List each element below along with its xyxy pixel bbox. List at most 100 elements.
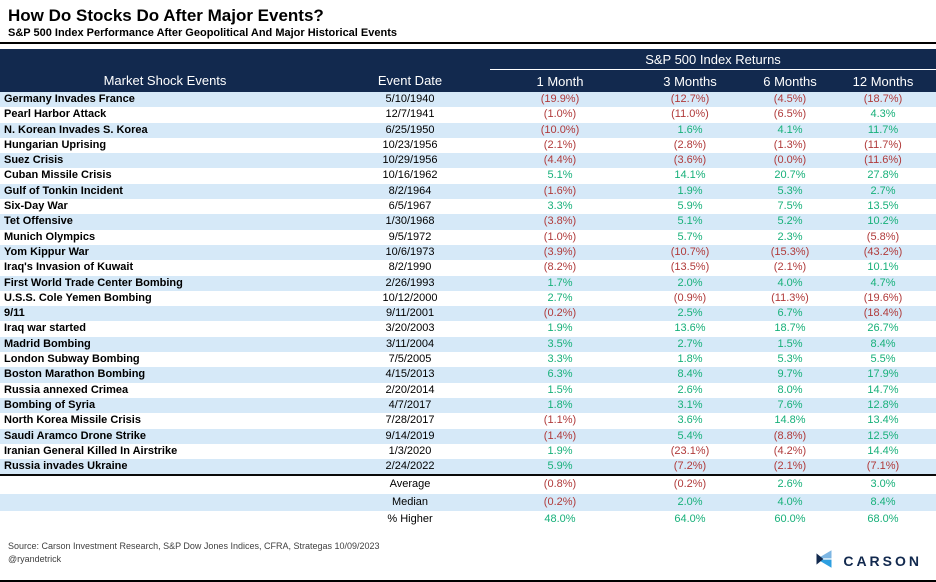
table-row: Germany Invades France 5/10/1940 (19.9%) (1… [0,92,936,108]
date-cell: 7/5/2005 [388,353,432,366]
return-cell: 5.3% [777,353,803,366]
summary-row: Median (0.2%) 2.0% 4.0% 8.4% [0,493,936,512]
table-row: 9/11 9/11/2001 (0.2%) 2.5% 6.7% (18.4%) [0,306,936,322]
event-cell: First World Trade Center Bombing [4,276,183,289]
return-cell: 7.5% [777,200,803,213]
return-cell: 3.3% [547,200,573,213]
return-cell: (19.9%) [540,93,580,105]
table-row: Saudi Aramco Drone Strike 9/14/2019 (1.4%)… [0,428,936,444]
return-cell: (11.7%) [864,138,902,151]
return-cell: 10.2% [867,215,899,228]
return-cell: 2.3% [777,230,803,243]
return-cell: 5.9% [547,460,573,473]
column-header-date: Event Date [330,69,490,92]
return-cell: (2.8%) [673,138,707,151]
table-row: Bombing of Syria 4/7/2017 1.8% 3.1% 7.6% 12.8… [0,397,936,414]
event-cell: Saudi Aramco Drone Strike [4,429,147,442]
return-cell: 2.7% [677,337,703,350]
event-cell: Iraq's Invasion of Kuwait [4,261,134,274]
return-cell: 6.7% [777,307,803,320]
return-cell: 6.3% [547,368,573,381]
carson-logo-icon [814,549,834,574]
column-header-6-months: 6 Months [750,69,830,92]
return-cell: (11.6%) [864,154,902,167]
return-cell: 3.1% [677,398,703,411]
date-cell: 2/20/2014 [385,383,435,396]
date-cell: 10/12/2000 [382,291,438,304]
event-cell: North Korea Missile Crisis [4,414,141,427]
table-row: Russia invades Ukraine 2/24/2022 5.9% (7.2%… [0,459,936,476]
column-header-12-months: 12 Months [830,69,936,92]
return-cell: (11.0%) [671,108,709,121]
table-row: Gulf of Tonkin Incident 8/2/1964 (1.6%) 1.9… [0,183,936,200]
return-cell: 14.7% [867,383,899,396]
return-cell: (3.9%) [543,245,577,258]
summary-row: % Higher 48.0% 64.0% 60.0% 68.0% [0,511,936,529]
event-cell: Iranian General Killed In Airstrike [4,444,178,457]
event-cell: Munich Olympics [4,230,96,243]
return-cell: 13.4% [867,414,899,427]
date-cell: 2/24/2022 [385,460,435,473]
table-row: First World Trade Center Bombing 2/26/199… [0,275,936,291]
summary-return-cell: 48.0% [544,513,576,526]
event-cell: Russia annexed Crimea [4,383,129,396]
event-cell: Russia invades Ukraine [4,460,128,473]
carson-logo-text: CARSON [843,553,922,570]
return-cell: 1.5% [777,337,803,350]
summary-return-cell: (0.2%) [543,495,577,508]
return-cell: (1.4%) [543,429,577,442]
return-cell: 2.7% [547,291,573,304]
date-cell: 6/5/1967 [388,200,432,213]
return-cell: 4.0% [777,276,803,289]
event-cell: Cuban Missile Crisis [4,169,112,182]
summary-return-cell: 60.0% [774,513,806,526]
return-cell: 8.4% [870,337,896,350]
event-cell: Suez Crisis [4,154,64,167]
return-cell: (1.0%) [543,108,577,121]
table-row: Tet Offensive 1/30/1968 (3.8%) 5.1% 5.2% 10.2… [0,214,936,230]
summary-return-cell: (0.8%) [490,474,630,494]
return-cell: (10.0%) [540,123,580,136]
return-cell: 5.5% [870,353,896,366]
summary-rows: Average (0.8%) (0.2%) 2.6% 3.0% Median (0.2%) 2… [0,474,936,529]
return-cell: (18.7%) [863,93,903,105]
return-cell: (8.2%) [543,261,577,274]
event-cell: Yom Kippur War [4,245,89,258]
return-cell: 18.7% [774,322,806,335]
table-row: Yom Kippur War 10/6/1973 (3.9%) (10.7%) (15.… [0,244,936,261]
event-cell: Hungarian Uprising [4,138,107,151]
return-cell: 13.5% [867,200,899,213]
return-cell: 14.4% [867,444,899,457]
return-cell: 17.9% [867,368,899,381]
return-cell: (6.5%) [773,108,807,121]
event-cell: Tet Offensive [4,215,73,228]
return-cell: 10.1% [867,261,899,274]
date-cell: 4/7/2017 [388,398,432,411]
return-cell: 4.1% [777,123,803,136]
date-cell: 10/29/1956 [382,154,438,167]
events-table: S&P 500 Index Returns Market Shock Event… [0,49,936,529]
return-cell: 14.8% [774,414,806,427]
return-cell: 5.1% [547,169,573,182]
title-divider [0,42,936,44]
return-cell: 8.0% [777,383,803,396]
table-header: S&P 500 Index Returns Market Shock Event… [0,49,936,92]
return-cell: (3.8%) [543,215,577,228]
return-cell: (43.2%) [863,245,903,258]
table-row: Iraq war started 3/20/2003 1.9% 13.6% 18.7% 2… [0,321,936,336]
date-cell: 9/14/2019 [385,429,435,442]
event-cell: Gulf of Tonkin Incident [4,184,123,197]
source-text: Source: Carson Investment Research, S&P … [8,540,380,551]
summary-return-cell: 2.6% [750,474,830,494]
return-cell: (19.6%) [863,291,903,304]
return-cell: 3.3% [547,353,573,366]
return-cell: 11.7% [867,123,899,136]
return-cell: 1.9% [677,184,703,197]
return-cell: (0.2%) [543,307,577,320]
table-row: Hungarian Uprising 10/23/1956 (2.1%) (2.8%)… [0,138,936,153]
date-cell: 5/10/1940 [385,93,435,105]
column-header-events: Market Shock Events [0,69,330,92]
return-cell: (11.3%) [771,291,809,304]
date-cell: 10/6/1973 [385,245,435,258]
